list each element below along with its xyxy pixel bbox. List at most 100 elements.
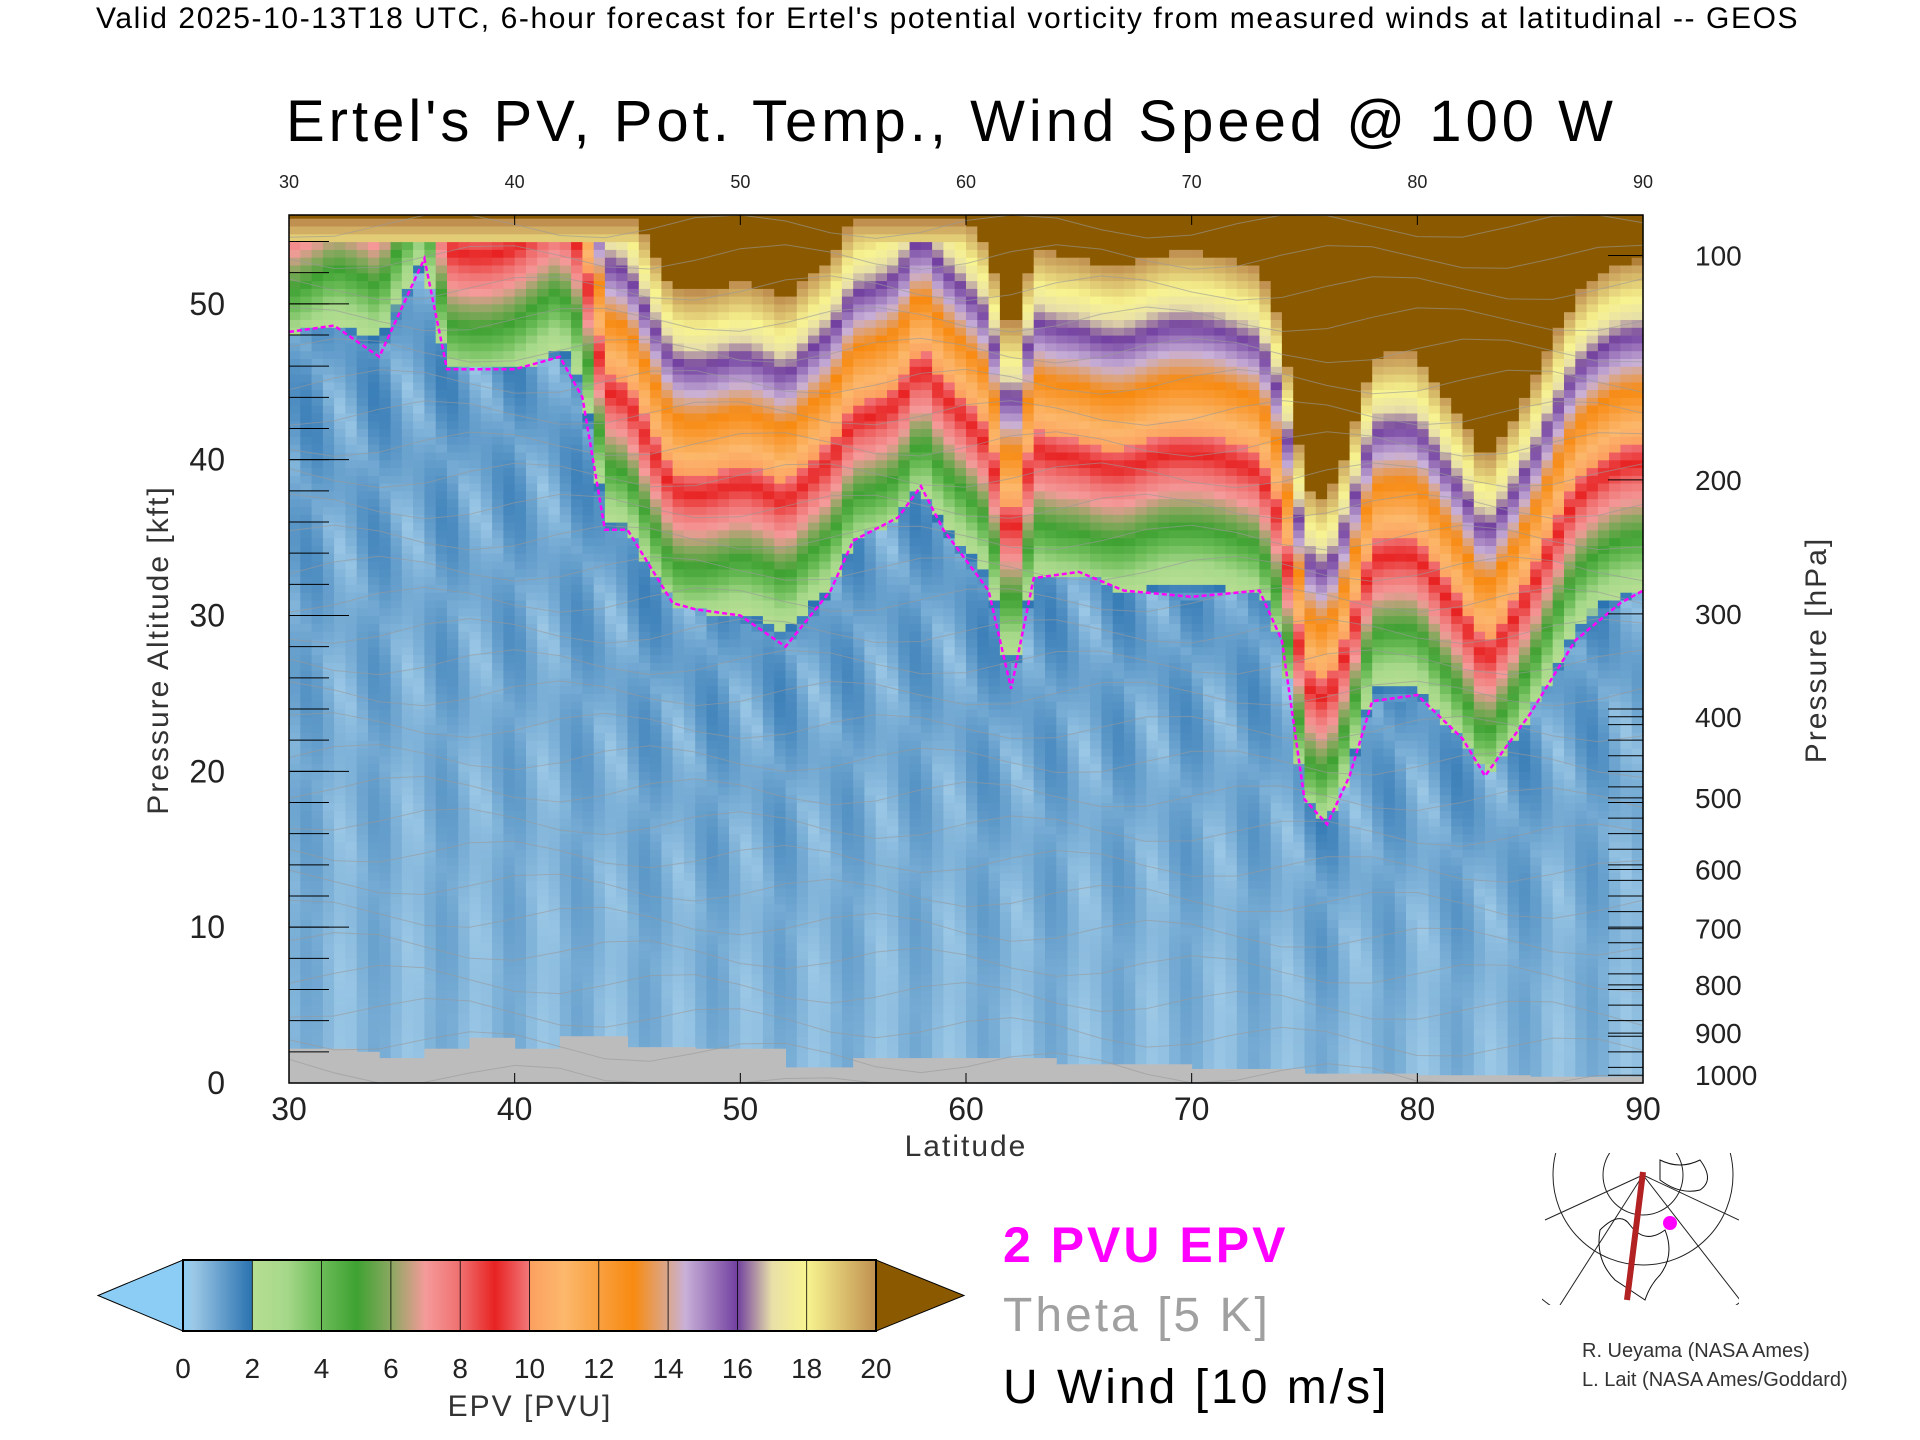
heatmap-cell xyxy=(514,973,527,983)
heatmap-cell xyxy=(469,896,482,905)
heatmap-cell xyxy=(390,849,403,858)
heatmap-cell xyxy=(616,553,629,562)
heatmap-cell xyxy=(616,475,629,484)
heatmap-cell xyxy=(514,272,527,282)
heatmap-cell xyxy=(435,903,448,913)
heatmap-cell xyxy=(774,693,787,702)
heatmap-cell xyxy=(604,615,617,624)
heatmap-cell xyxy=(582,490,595,500)
heatmap-cell xyxy=(593,950,606,959)
heatmap-cell xyxy=(537,296,550,305)
heatmap-cell xyxy=(480,490,493,500)
heatmap-cell xyxy=(289,716,301,726)
heatmap-cell xyxy=(503,592,516,601)
heatmap-cell xyxy=(740,436,753,445)
heatmap-cell xyxy=(368,1044,380,1053)
heatmap-cell xyxy=(559,389,572,398)
heatmap-cell xyxy=(435,849,448,858)
heatmap-cell xyxy=(774,225,787,235)
heatmap-cell xyxy=(650,935,662,944)
heatmap-cell xyxy=(458,1005,471,1014)
heatmap-cell xyxy=(593,366,606,375)
heatmap-cell xyxy=(480,522,493,531)
heatmap-cell xyxy=(729,903,741,913)
heatmap-cell xyxy=(413,444,425,453)
heatmap-cell xyxy=(345,545,358,554)
heatmap-cell xyxy=(582,997,595,1006)
heatmap-cell xyxy=(717,592,730,601)
heatmap-cell xyxy=(582,646,595,656)
heatmap-cell xyxy=(435,475,448,484)
heatmap-cell xyxy=(322,412,335,422)
heatmap-cell xyxy=(582,966,595,975)
heatmap-cell xyxy=(729,436,741,445)
heatmap-cell xyxy=(289,498,301,507)
heatmap-cell xyxy=(751,841,764,850)
heatmap-cell xyxy=(480,233,493,243)
heatmap-cell xyxy=(604,607,617,617)
heatmap-cell xyxy=(729,638,741,648)
heatmap-cell xyxy=(548,740,561,749)
heatmap-cell xyxy=(526,786,538,796)
heatmap-cell xyxy=(650,358,662,367)
heatmap-cell xyxy=(717,319,730,328)
heatmap-cell xyxy=(571,358,583,367)
heatmap-cell xyxy=(751,1020,764,1030)
heatmap-cell xyxy=(672,514,685,523)
heatmap-cell xyxy=(627,483,640,492)
heatmap-cell xyxy=(356,303,369,313)
heatmap-cell xyxy=(571,732,583,741)
heatmap-cell xyxy=(695,249,708,258)
heatmap-cell xyxy=(695,592,708,601)
heatmap-cell xyxy=(401,849,414,858)
heatmap-cell xyxy=(289,794,301,804)
heatmap-cell xyxy=(413,490,425,500)
heatmap-cell xyxy=(390,786,403,796)
heatmap-cell xyxy=(706,335,719,344)
heatmap-cell xyxy=(616,592,629,601)
heatmap-cell xyxy=(774,498,787,507)
heatmap-cell xyxy=(514,833,527,843)
heatmap-cell xyxy=(661,311,674,320)
heatmap-cell xyxy=(334,241,346,250)
heatmap-cell xyxy=(480,748,493,757)
heatmap-cell xyxy=(311,966,324,975)
heatmap-cell xyxy=(401,335,414,344)
heatmap-cell xyxy=(638,475,651,484)
heatmap-cell xyxy=(559,810,572,819)
heatmap-cell xyxy=(322,716,335,726)
heatmap-cell xyxy=(424,709,437,718)
heatmap-cell xyxy=(345,264,358,274)
heatmap-cell xyxy=(413,1028,425,1037)
heatmap-cell xyxy=(469,818,482,827)
heatmap-cell xyxy=(379,662,392,671)
heatmap-cell xyxy=(650,311,662,320)
heatmap-cell xyxy=(447,599,459,609)
heatmap-cell xyxy=(751,981,764,991)
heatmap-cell xyxy=(289,342,301,352)
heatmap-cell xyxy=(458,327,471,336)
heatmap-cell xyxy=(740,483,753,492)
heatmap-cell xyxy=(526,498,538,507)
heatmap-cell xyxy=(751,584,764,593)
heatmap-cell xyxy=(661,389,674,398)
heatmap-cell xyxy=(616,935,629,944)
heatmap-cell xyxy=(413,654,425,663)
heatmap-cell xyxy=(401,303,414,313)
heatmap-cell xyxy=(311,942,324,952)
heatmap-cell xyxy=(638,685,651,694)
heatmap-cell xyxy=(627,397,640,406)
heatmap-cell xyxy=(458,763,471,772)
heatmap-cell xyxy=(356,872,369,881)
heatmap-cell xyxy=(390,763,403,772)
heatmap-cell xyxy=(638,981,651,991)
heatmap-cell xyxy=(706,514,719,523)
heatmap-cell xyxy=(480,786,493,796)
heatmap-cell xyxy=(650,950,662,959)
heatmap-cell xyxy=(604,412,617,422)
heatmap-cell xyxy=(582,763,595,772)
heatmap-cell xyxy=(469,561,482,570)
heatmap-cell xyxy=(447,296,459,305)
heatmap-cell xyxy=(401,864,414,874)
heatmap-cell xyxy=(289,818,301,827)
